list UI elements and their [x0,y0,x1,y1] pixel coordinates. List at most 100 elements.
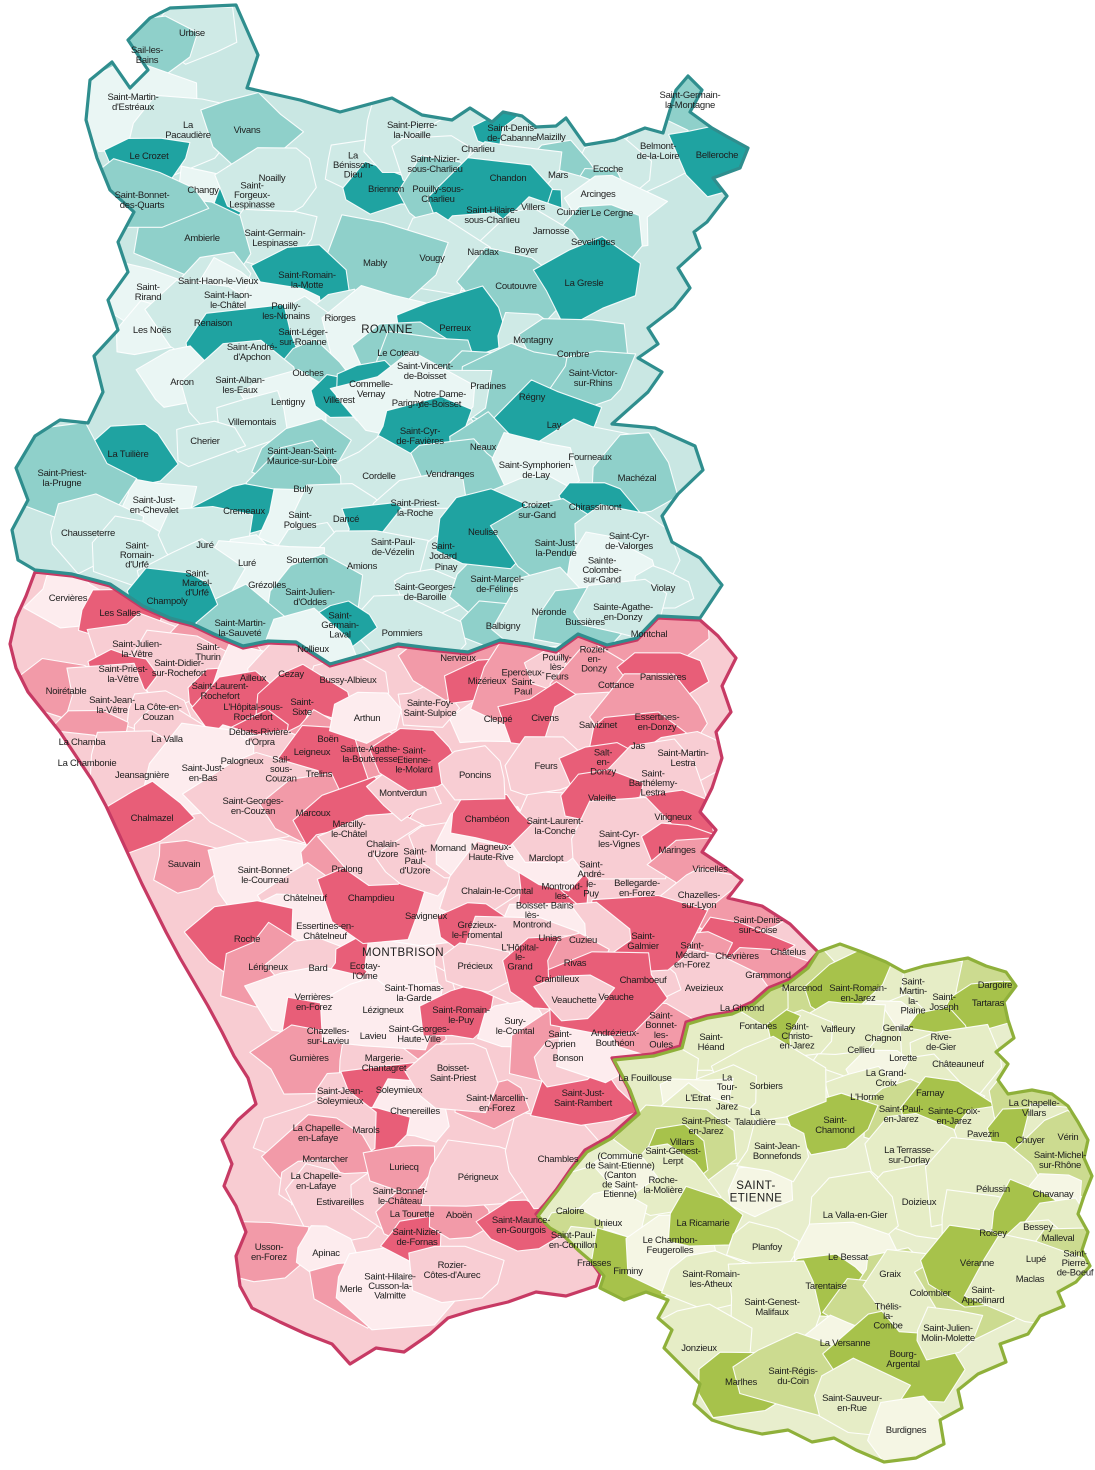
commune-label: Saint-Martin-Lestra [657,748,708,769]
commune-label: Saint-Denis-de-Cabanne [487,123,537,144]
commune-label: Débats-Rivière-d'Orpra [229,727,291,748]
commune-label: Saint-Paul-de-Vézelin [371,537,415,558]
commune-cell[interactable] [736,1122,810,1183]
commune-label: Saint-Genest-Malifaux [744,1297,799,1318]
commune-label: SAINT-ETIENNE [730,1180,783,1205]
commune-cell[interactable] [362,1145,436,1193]
commune-label: Saint-Georges-de-Baroille [395,582,456,603]
commune-label: Saint-Michel-sur-Rhône [1034,1150,1086,1171]
commune-cell[interactable] [404,1043,499,1114]
commune-label: Mornand [430,843,466,854]
commune-label: Chalmazel [131,813,174,824]
commune-label: Champoly [147,596,188,607]
commune-label: Saint-Julien-d'Oddes [285,587,335,608]
commune-label: Chagnon [865,1033,902,1044]
commune-label: Saint-Romain-d'Urfé [120,540,154,570]
commune-label: Dargoire [978,980,1012,991]
commune-label: Saint-André-d'Apchon [227,342,277,363]
commune-label: Saint-Vincent-de-Boisset [397,361,453,382]
commune-label: Croizet-sur-Gand [518,500,556,521]
commune-label: Bussières [565,617,605,628]
commune-label: Veauche [598,992,633,1003]
commune-label: Le Chambon-Feugerolles [643,1235,698,1256]
commune-label: Sainte-Croix-en-Jarez [928,1106,980,1127]
commune-label: Noailly [259,173,286,184]
commune-label: Gumières [289,1053,329,1064]
commune-label: Saint-Nizier-sous-Charlieu [407,154,462,175]
commune-label: Boyer [514,245,538,256]
commune-label: Pouilly-lès-Feurs [542,652,571,682]
commune-cell[interactable] [916,1306,984,1361]
commune-label: L'Horme [850,1092,884,1103]
commune-label: Saint-Jean-Saint-Maurice-sur-Loire [267,446,337,467]
commune-cell[interactable] [573,578,668,639]
commune-cell[interactable] [532,236,641,329]
commune-label: Ecoche [593,164,623,175]
commune-cell[interactable] [176,420,247,468]
commune-label: Cezay [278,669,304,680]
commune-cell[interactable] [442,942,516,993]
commune-label: Chambéon [465,814,509,825]
commune-cell[interactable] [661,1250,751,1312]
commune-label: Valeille [588,793,616,804]
commune-cell[interactable] [667,1185,744,1247]
region-saintetienne-labels: Marcenod Saint-Romain-en-Jarez Saint-Marti… [549,977,1094,1436]
commune-label: Viricelles [692,864,728,875]
commune-label: Saint-Polgues [284,510,317,531]
commune-label: Saint-Romain-les-Atheux [682,1269,740,1290]
commune-label: Saint-Priest-la-Vêtre [98,664,147,685]
commune-label: Rive-de-Gier [926,1032,956,1053]
commune-label: Chambles [538,1154,579,1165]
commune-label: Mizérieux [468,676,507,687]
commune-label: Jas [631,741,646,752]
commune-label: La Terrasse-sur-Dorlay [884,1145,934,1166]
commune-label: L'Hôpital-le-Grand [501,942,538,972]
commune-label: Saint-Paul-en-Cornillon [549,1230,597,1251]
commune-label: Palogneux [221,756,264,767]
commune-label: Jeansagnière [115,770,169,781]
commune-label: Saint-Jodard [429,541,457,562]
commune-cell[interactable] [408,1245,505,1304]
commune-label: Cleppé [484,714,513,725]
commune-label: Saint-Haon-le-Vieux [178,276,259,287]
commune-cell[interactable] [438,745,506,801]
commune-label: Pélussin [976,1184,1010,1195]
commune-label: Les Salles [99,608,141,619]
commune-cell[interactable] [328,691,402,744]
commune-label: Saint-Just-Saint-Rambert [554,1088,613,1109]
commune-label: Belmont-de-la-Loire [637,141,680,162]
commune-label: Saint-Christo-en-Jarez [780,1021,815,1051]
commune-label: Pouilly-les-Nonains [262,301,310,322]
commune-label: L'Etrat [685,1093,711,1104]
commune-cell[interactable] [368,727,464,792]
commune-cell[interactable] [571,796,676,880]
region-montbrison-labels: Cervières Les Salles Saint-Julien-la-Vêtre… [46,593,807,1302]
commune-label: Boisset-lès-Montrond [513,900,551,930]
commune-label: Saint-Bonnet-le-Courreau [238,865,293,886]
commune-label: La Gimond [720,1003,764,1014]
commune-label: Cellieu [847,1045,874,1056]
commune-label: Saint-Just-en-Chevalet [130,495,179,516]
commune-label: Pavezin [967,1129,999,1140]
commune-cell[interactable] [533,974,616,1022]
commune-label: Chausseterre [61,528,115,539]
commune-label: Saint-Martin-d'Estréaux [107,92,158,113]
commune-cell[interactable] [450,787,533,847]
commune-label: Graix [879,1269,901,1280]
commune-label: Montrond-les-Bains [541,881,582,911]
commune-label: Bard [308,963,327,974]
commune-label: Saint-Victor-sur-Rhins [569,368,618,389]
commune-label: Ambierle [184,233,220,244]
commune-label: MONTBRISON [362,947,444,959]
commune-label: Trelins [306,769,333,780]
commune-label: Firminy [613,1266,643,1277]
commune-label: La Versanne [820,1338,871,1349]
commune-label: Saint-Léger-sur-Roanne [278,327,327,348]
commune-label: La Ricamarie [677,1218,730,1229]
commune-label: Saint-Julien-Molin-Molette [921,1323,975,1344]
commune-label: Sevelinges [571,237,615,248]
commune-label: Salt-en-Donzy [590,747,616,777]
commune-label: Bessey [1023,1222,1053,1233]
commune-label: Pommiers [382,628,423,639]
commune-label: Ecotay-l'Olme [350,961,381,982]
